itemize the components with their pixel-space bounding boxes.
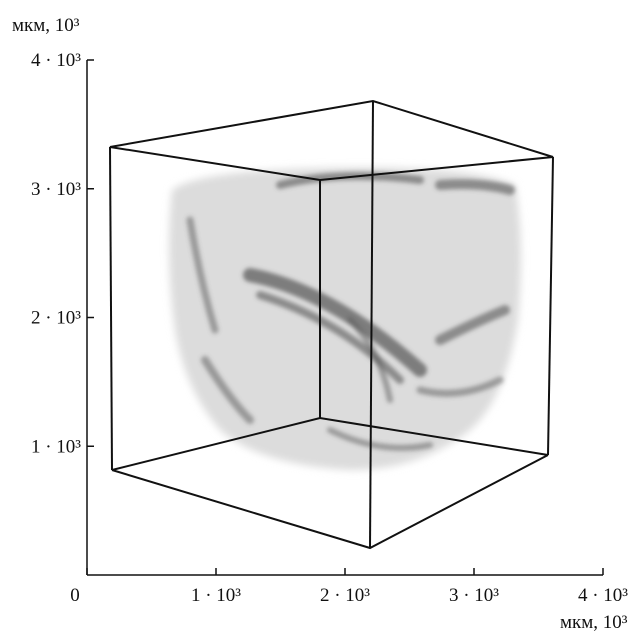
y-axis-label: мкм, 10³ — [12, 15, 80, 36]
x-tick-label: 2 · 10³ — [320, 585, 370, 606]
volume-render — [169, 167, 521, 470]
y-tick-label: 1 · 10³ — [31, 436, 81, 457]
y-tick-label: 4 · 10³ — [31, 50, 81, 71]
y-tick-label: 3 · 10³ — [31, 179, 81, 200]
bounding-box — [109, 99, 554, 550]
x-tick-label: 3 · 10³ — [449, 585, 499, 606]
x-axis-label: мкм, 10³ — [560, 612, 628, 633]
x-tick-label: 0 — [70, 585, 80, 606]
x-tick-label: 1 · 10³ — [191, 585, 241, 606]
y-tick-label: 2 · 10³ — [31, 308, 81, 329]
volume-streaks — [186, 172, 515, 451]
x-tick-label: 4 · 10³ — [578, 585, 628, 606]
